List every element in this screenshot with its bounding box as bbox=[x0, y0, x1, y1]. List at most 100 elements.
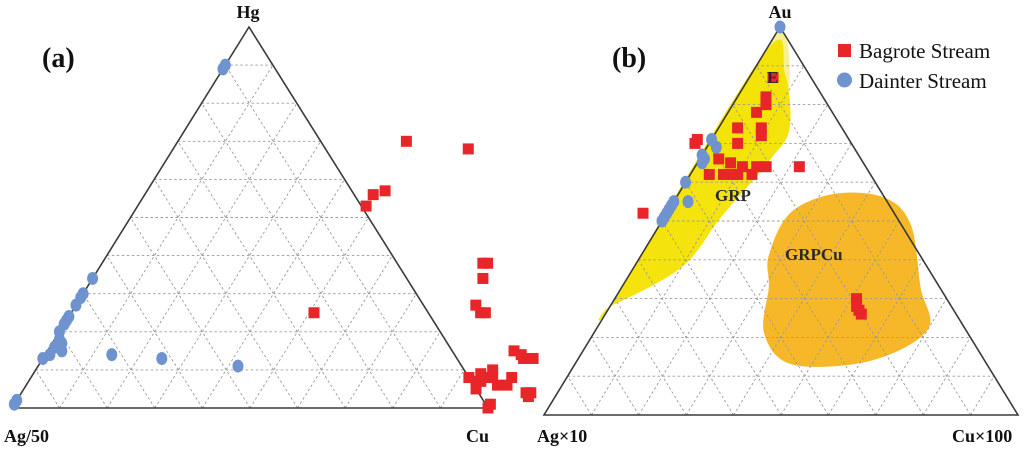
grid-line bbox=[590, 337, 640, 416]
bagrote-stream-point bbox=[760, 91, 772, 103]
region-label-grpcu: GRPCu bbox=[785, 245, 843, 264]
bagrote-stream-point bbox=[308, 307, 320, 319]
panel-b-top-axis-label: Au bbox=[768, 2, 791, 22]
grid-line bbox=[344, 293, 417, 409]
bagrote-stream-point bbox=[760, 99, 772, 111]
dainter-stream-point bbox=[37, 351, 49, 365]
region-label-grp: GRP bbox=[715, 186, 751, 205]
grid-line bbox=[970, 375, 995, 416]
bagrote-stream-point bbox=[379, 185, 391, 197]
panel-b-grid bbox=[567, 65, 995, 416]
bagrote-stream-point bbox=[725, 157, 737, 169]
dainter-stream-point bbox=[696, 156, 708, 170]
bagrote-stream-point bbox=[760, 161, 772, 173]
field-grp bbox=[598, 39, 791, 321]
panel-a-grid bbox=[35, 64, 465, 409]
panel-a: (a) Hg Ag/50 Cu bbox=[4, 2, 539, 446]
bagrote-stream-point bbox=[732, 168, 744, 180]
bagrote-stream-point bbox=[518, 352, 530, 364]
grid-line bbox=[130, 217, 251, 409]
grid-line bbox=[756, 65, 971, 416]
legend: Bagrote Stream Dainter Stream bbox=[837, 39, 990, 93]
region-label-e: E bbox=[767, 68, 778, 87]
bagrote-stream-point bbox=[367, 189, 379, 201]
bagrote-stream-point bbox=[751, 161, 763, 173]
bagrote-stream-point bbox=[487, 372, 499, 384]
bagrote-stream-point bbox=[713, 153, 725, 165]
legend-dainter-label: Dainter Stream bbox=[859, 69, 987, 93]
panel-a-right-axis-label: Cu bbox=[466, 426, 489, 446]
panel-b-left-axis-label: Ag×10 bbox=[537, 426, 587, 446]
bagrote-stream-point bbox=[463, 372, 475, 384]
dainter-stream-point bbox=[56, 344, 68, 358]
legend-dainter-marker bbox=[837, 72, 852, 88]
bagrote-stream-point bbox=[746, 168, 758, 180]
bagrote-stream-point bbox=[470, 299, 482, 311]
panel-a-label: (a) bbox=[42, 43, 75, 74]
dainter-stream-point bbox=[774, 20, 786, 34]
bagrote-stream-point bbox=[736, 161, 748, 173]
bagrote-stream-point bbox=[482, 402, 494, 414]
bagrote-stream-point bbox=[718, 168, 729, 180]
dainter-stream-point bbox=[70, 298, 82, 312]
dainter-stream-point bbox=[106, 348, 118, 362]
panel-b-fields bbox=[598, 30, 931, 367]
bagrote-stream-point bbox=[462, 143, 474, 155]
bagrote-stream-point bbox=[482, 257, 494, 269]
grid-line bbox=[591, 65, 805, 416]
panel-b-label: (b) bbox=[612, 43, 646, 74]
panel-b: (b) Au Ag×10 Cu×100 E GRP GRPCu Bagrote … bbox=[537, 2, 1020, 446]
bagrote-stream-point bbox=[732, 137, 744, 149]
legend-bagrote-label: Bagrote Stream bbox=[859, 39, 990, 63]
bagrote-stream-point bbox=[755, 122, 767, 134]
bagrote-stream-point bbox=[360, 200, 372, 212]
panel-a-triangle bbox=[10, 25, 490, 409]
dainter-stream-point bbox=[232, 359, 244, 373]
grid-line bbox=[224, 64, 441, 409]
dainter-stream-point bbox=[682, 195, 694, 209]
legend-bagrote-marker bbox=[838, 44, 851, 57]
panel-b-right-axis-label: Cu×100 bbox=[952, 426, 1012, 446]
grid-line bbox=[59, 64, 274, 409]
bagrote-stream-point bbox=[487, 364, 499, 376]
bagrote-stream-point bbox=[501, 379, 513, 391]
bagrote-stream-point bbox=[506, 372, 518, 384]
bagrote-stream-point bbox=[751, 106, 763, 118]
dainter-stream-point bbox=[217, 62, 229, 76]
panel-a-top-axis-label: Hg bbox=[236, 2, 259, 22]
grid-line bbox=[638, 259, 734, 416]
grid-line bbox=[82, 293, 156, 409]
bagrote-stream-point bbox=[477, 272, 489, 284]
grid-line bbox=[614, 298, 687, 416]
bagrote-stream-point bbox=[527, 352, 539, 364]
panel-b-points bbox=[637, 20, 867, 320]
bagrote-stream-point bbox=[522, 391, 534, 403]
grid-line bbox=[154, 141, 322, 409]
grid-line bbox=[440, 369, 465, 409]
grid-line bbox=[177, 141, 346, 409]
dainter-stream-point bbox=[710, 140, 722, 154]
field-grpcu bbox=[763, 192, 931, 367]
grid-line bbox=[708, 143, 877, 416]
dainter-stream-point bbox=[156, 351, 168, 365]
grid-line bbox=[567, 375, 592, 416]
bagrote-stream-point bbox=[637, 207, 649, 219]
dainter-stream-point bbox=[656, 214, 668, 228]
dainter-stream-point bbox=[87, 271, 99, 285]
bagrote-stream-point bbox=[689, 137, 701, 149]
bagrote-stream-point bbox=[508, 345, 520, 357]
grid-line bbox=[35, 369, 60, 409]
bagrote-stream-point bbox=[470, 383, 482, 395]
bagrote-stream-point bbox=[732, 122, 744, 134]
dainter-stream-point bbox=[8, 397, 20, 411]
grid-line bbox=[828, 259, 924, 416]
bagrote-stream-point bbox=[855, 308, 867, 320]
bagrote-stream-point bbox=[475, 375, 487, 387]
bagrote-stream-point bbox=[400, 135, 412, 147]
bagrote-stream-point bbox=[767, 71, 779, 83]
grid-line bbox=[922, 337, 971, 416]
bagrote-stream-point bbox=[475, 307, 487, 319]
bagrote-stream-point bbox=[755, 130, 767, 142]
dainter-stream-point bbox=[680, 175, 692, 189]
